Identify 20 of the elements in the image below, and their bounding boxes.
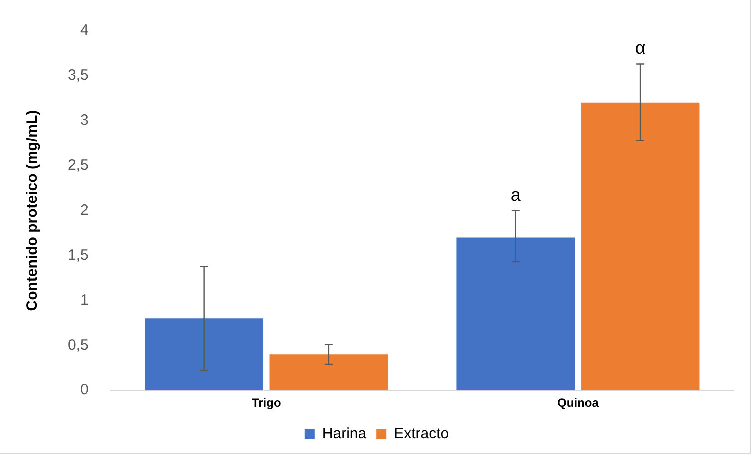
y-tick-label: 1,5 — [68, 246, 89, 264]
y-axis-title: Contenido proteico (mg/mL) — [24, 110, 42, 312]
bar — [581, 102, 700, 391]
y-tick-label: 3 — [80, 112, 89, 130]
y-tick-label: 4 — [80, 22, 89, 40]
y-tick-label: 3,5 — [68, 67, 89, 84]
x-tick-label: Quinoa — [558, 396, 600, 410]
data-label: a — [510, 184, 522, 205]
bar — [270, 354, 388, 391]
legend-label: Extracto — [394, 426, 450, 443]
bar — [456, 238, 576, 391]
legend-label: Harina — [322, 426, 368, 443]
x-tick-label: Trigo — [252, 396, 282, 410]
bar — [145, 318, 264, 391]
y-tick-label: 2 — [80, 202, 89, 219]
y-tick-label: 0 — [80, 382, 89, 399]
y-tick-label: 2,5 — [68, 156, 89, 174]
data-label: α — [635, 38, 646, 58]
y-tick-label: 0,5 — [68, 336, 89, 354]
y-tick-label: 1 — [80, 292, 89, 309]
